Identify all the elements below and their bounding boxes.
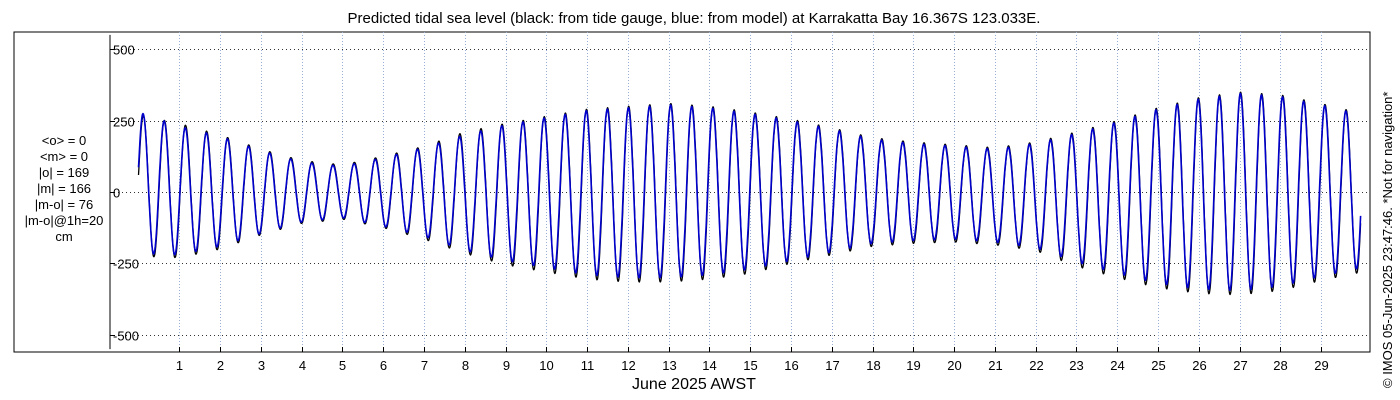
x-tick-label: 17 xyxy=(825,358,839,373)
x-tick-label: 13 xyxy=(662,358,676,373)
x-tick-label: 27 xyxy=(1233,358,1247,373)
x-tick-label: 25 xyxy=(1151,358,1165,373)
x-tick-label: 5 xyxy=(339,358,346,373)
x-tick-label: 6 xyxy=(380,358,387,373)
y-axis: -500 -250 0 250 500 xyxy=(109,34,139,350)
stat-mean-observed: <o> = 0 xyxy=(41,133,87,148)
x-tick-label: 10 xyxy=(539,358,553,373)
series-layer xyxy=(137,91,1362,296)
x-tick-label: 12 xyxy=(621,358,635,373)
stat-abs-observed: |o| = 169 xyxy=(38,165,90,180)
x-tick-label: 11 xyxy=(581,358,595,373)
x-tick-label: 26 xyxy=(1192,358,1206,373)
statistics-panel: <o> = 0 <m> = 0 |o| = 169 |m| = 166 |m-o… xyxy=(10,133,118,245)
x-tick-label: 3 xyxy=(258,358,265,373)
x-tick-label: 29 xyxy=(1314,358,1328,373)
x-tick-label: 15 xyxy=(743,358,757,373)
x-tick-label: 22 xyxy=(1029,358,1043,373)
series-line-model xyxy=(137,92,1362,292)
x-axis: 1 2 3 4 5 6 7 8 9 10 11 12 13 14 15 16 17 18 19 20 21 22 23 24 2… xyxy=(176,347,1329,373)
stat-mean-model: <m> = 0 xyxy=(39,149,89,164)
x-tick-label: 28 xyxy=(1273,358,1287,373)
x-tick-label: 18 xyxy=(866,358,880,373)
y-tick-label: -250 xyxy=(113,257,139,272)
x-tick-label: 16 xyxy=(784,358,798,373)
x-tick-label: 21 xyxy=(988,358,1002,373)
x-tick-label: 20 xyxy=(947,358,961,373)
x-tick-label: 7 xyxy=(421,358,428,373)
x-tick-label: 14 xyxy=(702,358,716,373)
x-tick-label: 8 xyxy=(462,358,469,373)
plot-frame xyxy=(13,31,1371,353)
x-tick-label: 1 xyxy=(176,358,183,373)
stat-abs-model: |m| = 166 xyxy=(36,181,92,196)
x-tick-label: 4 xyxy=(299,358,306,373)
x-tick-label: 23 xyxy=(1069,358,1083,373)
copyright-note: © IMOS 05-Jun-2025 23:47:46. *Not for na… xyxy=(1380,91,1395,388)
x-tick-label: 2 xyxy=(217,358,224,373)
y-tick-label: 500 xyxy=(113,43,135,58)
x-tick-label: 9 xyxy=(503,358,510,373)
x-axis-label: June 2025 AWST xyxy=(632,376,756,393)
y-tick-label: -500 xyxy=(113,329,139,344)
stat-abs-difference: |m-o| = 76 xyxy=(34,197,94,212)
x-tick-label: 19 xyxy=(906,358,920,373)
y-tick-label: 0 xyxy=(113,186,120,201)
y-tick-label: 250 xyxy=(113,115,135,130)
stat-units: cm xyxy=(55,229,73,244)
chart-title: Predicted tidal sea level (black: from t… xyxy=(347,10,1041,27)
stat-abs-difference-1h: |m-o|@1h=20 xyxy=(24,213,104,228)
x-tick-label: 24 xyxy=(1110,358,1124,373)
